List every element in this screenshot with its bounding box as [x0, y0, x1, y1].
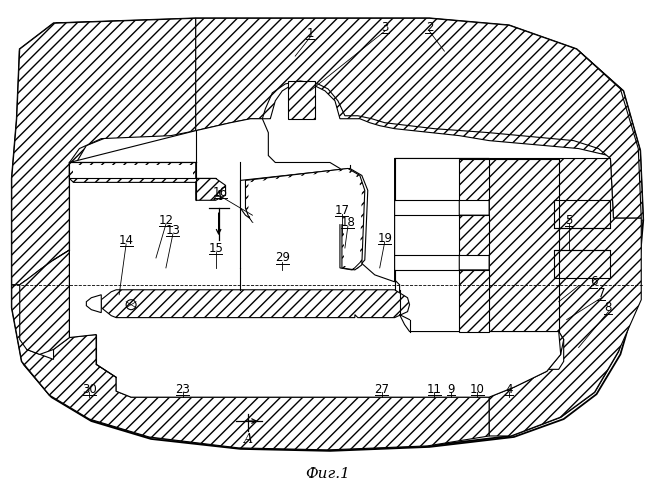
- Polygon shape: [70, 162, 225, 200]
- Polygon shape: [489, 158, 641, 436]
- Text: 5: 5: [565, 214, 572, 226]
- Polygon shape: [12, 18, 196, 285]
- Polygon shape: [554, 200, 610, 228]
- Text: 12: 12: [158, 214, 173, 226]
- Text: 14: 14: [119, 234, 133, 246]
- Polygon shape: [12, 280, 564, 450]
- Polygon shape: [459, 215, 489, 255]
- Text: 16: 16: [213, 186, 228, 199]
- Text: A: A: [214, 190, 223, 203]
- Text: 3: 3: [381, 20, 388, 34]
- Polygon shape: [288, 81, 315, 118]
- Text: 27: 27: [374, 382, 389, 396]
- Text: 17: 17: [334, 204, 350, 216]
- Text: Фиг.1: Фиг.1: [306, 467, 350, 481]
- Polygon shape: [74, 166, 193, 178]
- Text: 9: 9: [447, 382, 455, 396]
- Polygon shape: [101, 290, 409, 318]
- Text: 4: 4: [505, 382, 512, 396]
- Polygon shape: [554, 250, 610, 278]
- Text: 7: 7: [598, 288, 605, 300]
- Polygon shape: [240, 168, 368, 270]
- Text: 13: 13: [166, 224, 180, 236]
- Text: 2: 2: [426, 20, 433, 34]
- Polygon shape: [395, 158, 489, 332]
- Polygon shape: [395, 158, 489, 332]
- Text: 30: 30: [82, 382, 97, 396]
- Text: A: A: [244, 433, 253, 446]
- Text: 11: 11: [427, 382, 442, 396]
- Text: 1: 1: [306, 26, 314, 40]
- Polygon shape: [70, 118, 560, 397]
- Text: 8: 8: [604, 301, 612, 314]
- Polygon shape: [20, 250, 70, 354]
- Polygon shape: [86, 294, 101, 312]
- Text: 18: 18: [340, 216, 355, 228]
- Polygon shape: [246, 168, 365, 270]
- Polygon shape: [459, 270, 489, 332]
- Text: 15: 15: [208, 242, 223, 254]
- Text: 29: 29: [275, 252, 290, 264]
- Polygon shape: [459, 158, 489, 200]
- Polygon shape: [196, 18, 641, 218]
- Polygon shape: [248, 170, 362, 268]
- Text: 6: 6: [590, 276, 597, 288]
- Text: 23: 23: [175, 382, 191, 396]
- Polygon shape: [14, 20, 643, 451]
- Polygon shape: [12, 18, 641, 450]
- Text: 10: 10: [470, 382, 485, 396]
- Polygon shape: [20, 20, 643, 260]
- Text: 19: 19: [377, 232, 392, 244]
